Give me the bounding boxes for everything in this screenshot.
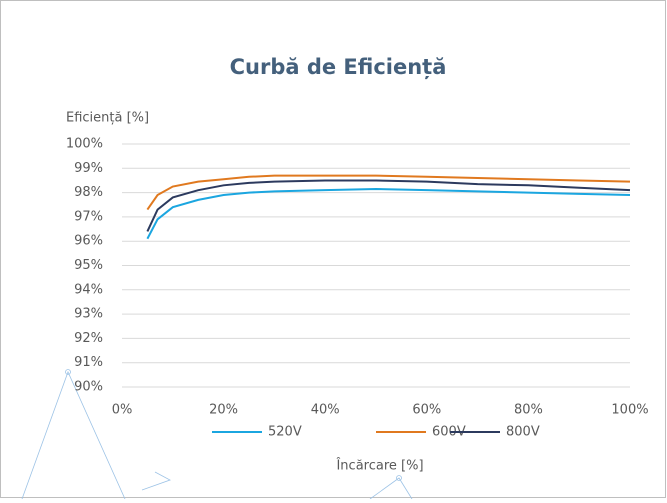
y-tick-label: 99%	[74, 161, 103, 176]
y-tick-label: 91%	[74, 355, 103, 370]
y-tick-label: 92%	[74, 331, 103, 346]
x-tick-label: 80%	[514, 403, 543, 418]
y-tick-label: 96%	[74, 234, 103, 249]
x-tick-label: 100%	[611, 403, 648, 418]
y-tick-label: 100%	[66, 137, 103, 152]
y-tick-label: 93%	[74, 307, 103, 322]
y-tick-label: 97%	[74, 209, 103, 224]
chart-title: Curbă de Eficiență	[230, 55, 447, 80]
y-tick-label: 94%	[74, 282, 103, 297]
x-tick-label: 0%	[112, 403, 133, 418]
chart: Curbă de Eficiență Eficiență [%] Încărca…	[0, 0, 667, 499]
y-axis-label: Eficiență [%]	[66, 111, 149, 126]
y-tick-label: 95%	[74, 258, 103, 273]
x-tick-label: 40%	[311, 403, 340, 418]
legend-label: 800V	[506, 425, 540, 440]
legend-label: 520V	[268, 425, 302, 440]
x-tick-label: 20%	[209, 403, 238, 418]
x-tick-label: 60%	[412, 403, 441, 418]
x-axis-label: Încărcare [%]	[335, 458, 423, 474]
y-tick-label: 98%	[74, 185, 103, 200]
y-tick-label: 90%	[74, 380, 103, 395]
